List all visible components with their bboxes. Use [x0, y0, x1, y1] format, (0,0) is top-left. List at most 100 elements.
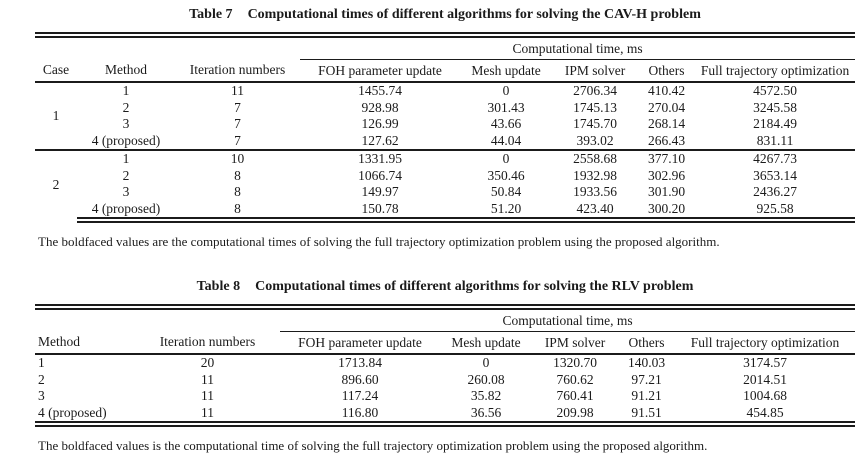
table8-title-text: Computational times of different algorit…: [255, 279, 694, 294]
ipm-cell: 423.40: [552, 200, 639, 223]
full-cell: 2436.27: [753, 184, 797, 199]
full-cell: 4572.50: [753, 83, 797, 98]
others-cell: 410.42: [647, 83, 686, 98]
col-header-full: Full trajectory optimization: [695, 59, 856, 83]
table-row: 2 8 1066.74 350.46 1932.98 302.96 3653.1…: [35, 168, 855, 185]
method-cell: 1: [38, 355, 45, 370]
ipm-cell: 1932.98: [573, 167, 617, 183]
iterations-cell: 11: [231, 83, 244, 98]
col-header-ipm: IPM solver: [552, 59, 639, 83]
col-header-others: Others: [618, 331, 675, 355]
table7-header-row: Case Method Iteration numbers FOH parame…: [35, 59, 856, 83]
mesh-cell: 50.84: [490, 184, 522, 199]
iterations-cell: 10: [175, 149, 301, 168]
others-cell: 91.21: [631, 388, 662, 403]
method-cell: 2: [122, 99, 130, 115]
full-cell: 2014.51: [743, 371, 787, 387]
col-header-method: Method: [35, 331, 135, 355]
mesh-cell: 350.46: [487, 167, 525, 183]
full-cell: 4267.73: [695, 149, 856, 168]
table7: Computational time, ms Case Method Itera…: [35, 32, 856, 223]
col-header-iterations: Iteration numbers: [135, 331, 280, 355]
table7-title-text: Computational times of different algorit…: [247, 7, 701, 22]
col-header-foh: FOH parameter update: [300, 59, 461, 83]
case-label: 1: [52, 107, 60, 123]
ipm-cell: 2558.68: [552, 149, 639, 168]
foh-cell: 1713.84: [338, 355, 382, 370]
iterations-cell: 20: [200, 355, 215, 370]
iterations-cell: 11: [201, 371, 214, 387]
iterations-cell: 11: [135, 404, 280, 427]
method-cell: 4 (proposed): [35, 404, 135, 427]
col-header-method: Method: [77, 59, 175, 83]
method-cell: 3: [122, 184, 130, 199]
ipm-cell: 1745.13: [573, 99, 617, 115]
method-cell: 4 (proposed): [77, 200, 175, 223]
method-cell: 3: [122, 116, 130, 131]
mesh-cell: 0: [460, 149, 553, 168]
table7-span-header: Computational time, ms: [300, 32, 856, 60]
table8-span-header: Computational time, ms: [280, 304, 856, 332]
full-cell-bold: 925.58: [695, 200, 856, 223]
foh-cell: 1066.74: [358, 167, 402, 183]
others-cell: 300.20: [638, 200, 696, 223]
table8-footnote: The boldfaced values is the computationa…: [38, 438, 708, 453]
table8-title-label: Table 8: [196, 279, 241, 294]
ipm-cell: 393.02: [576, 132, 614, 148]
others-cell: 91.51: [618, 404, 675, 427]
mesh-cell: 36.56: [440, 404, 532, 427]
ipm-cell: 1320.70: [553, 355, 597, 370]
method-cell: 1: [77, 149, 175, 168]
foh-cell: 1331.95: [300, 149, 461, 168]
full-cell-bold: 831.11: [756, 132, 794, 148]
others-cell: 302.96: [647, 167, 686, 183]
method-cell: 4 (proposed): [91, 132, 161, 148]
col-header-foh: FOH parameter update: [280, 331, 440, 355]
col-header-iterations: Iteration numbers: [175, 59, 301, 83]
mesh-cell: 43.66: [490, 116, 522, 131]
foh-cell: 928.98: [361, 99, 399, 115]
table-row: 2 11 896.60 260.08 760.62 97.21 2014.51: [35, 372, 855, 389]
col-header-mesh: Mesh update: [460, 59, 553, 83]
iterations-cell: 8: [175, 200, 301, 223]
method-cell: 1: [122, 83, 130, 98]
table7-title-label: Table 7: [189, 7, 233, 22]
table-row: 1 1 11 1455.74 0 2706.34 410.42 4572.50: [35, 82, 855, 123]
mesh-cell: 51.20: [460, 200, 553, 223]
table-row: 2 7 928.98 301.43 1745.13 270.04 3245.58: [35, 100, 855, 117]
mesh-cell: 0: [482, 355, 490, 370]
iterations-cell: 11: [201, 388, 214, 403]
method-cell: 3: [38, 388, 45, 403]
foh-cell: 150.78: [300, 200, 461, 223]
ipm-cell: 760.41: [556, 388, 594, 403]
method-cell: 2: [38, 371, 45, 387]
foh-cell: 127.62: [361, 132, 399, 148]
foh-cell: 1455.74: [358, 83, 402, 98]
foh-cell: 116.80: [280, 404, 440, 427]
others-cell: 377.10: [638, 149, 696, 168]
table-row: 4 (proposed) 8 150.78 51.20 423.40 300.2…: [35, 200, 856, 223]
table7-footnote: The boldfaced values are the computation…: [38, 234, 720, 249]
table7-span-row: Computational time, ms: [35, 32, 856, 60]
table-row: 3 11 117.24 35.82 760.41 91.21 1004.68: [35, 388, 855, 405]
full-cell: 3245.58: [753, 99, 797, 115]
ipm-cell: 1933.56: [573, 184, 617, 199]
full-cell: 1004.68: [743, 388, 787, 403]
table-row: 3 8 149.97 50.84 1933.56 301.90 2436.27: [35, 184, 855, 201]
mesh-cell: 301.43: [487, 99, 525, 115]
table-row: 1 20 1713.84 0 1320.70 140.03 3174.57: [35, 354, 855, 372]
foh-cell: 117.24: [341, 388, 379, 403]
others-cell: 270.04: [647, 99, 686, 115]
table-row: 2 1 10 1331.95 0 2558.68 377.10 4267.73: [35, 149, 856, 220]
mesh-cell: 260.08: [467, 371, 505, 387]
col-header-full: Full trajectory optimization: [675, 331, 856, 355]
others-cell: 140.03: [627, 355, 666, 370]
others-cell: 97.21: [631, 371, 662, 387]
span-spacer: [35, 32, 301, 59]
iterations-cell: 8: [234, 184, 241, 199]
method-cell: 2: [122, 167, 130, 183]
foh-cell: 149.97: [361, 184, 399, 199]
table8-span-row: Computational time, ms: [35, 304, 856, 332]
table-row: 4 (proposed) 7 127.62 44.04 393.02 266.4…: [35, 133, 855, 151]
